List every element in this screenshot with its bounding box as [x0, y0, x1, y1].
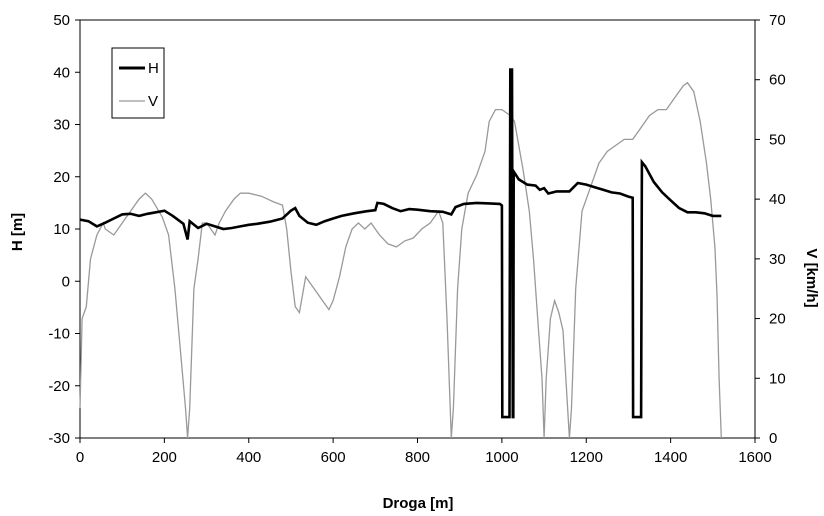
y-right-tick-label: 70: [769, 12, 786, 29]
series-line-v: [79, 81, 722, 439]
x-axis-ticks: 0 200 400 600 800 1000 1200 1400 1600: [76, 438, 772, 466]
y-right-tick-label: 20: [769, 311, 786, 328]
y-right-tick-label: 30: [769, 251, 786, 268]
x-tick-label: 600: [321, 449, 346, 466]
x-tick-label: 1600: [738, 449, 771, 466]
series-layer: [79, 68, 722, 439]
y-left-tick-label: -20: [48, 378, 70, 395]
series-line-h: [79, 68, 722, 419]
legend-box: [111, 47, 165, 119]
x-axis-title: Droga [m]: [383, 495, 454, 512]
y-left-tick-label: 10: [53, 221, 70, 238]
left-axis-ticks: -30 -20 -10 0 10 20 30 40 50: [48, 12, 80, 447]
y-right-axis-title: V [km/h]: [803, 248, 820, 307]
plot-frame: [79, 19, 756, 439]
plot-area-border: [79, 19, 756, 439]
y-left-tick-label: 50: [53, 12, 70, 29]
x-tick-label: 1200: [570, 449, 603, 466]
y-right-tick-label: 0: [769, 430, 777, 447]
x-tick-label: 0: [76, 449, 84, 466]
x-tick-label: 1000: [485, 449, 518, 466]
y-right-tick-label: 60: [769, 72, 786, 89]
y-left-tick-label: -10: [48, 326, 70, 343]
y-left-tick-label: 0: [62, 273, 70, 290]
legend-label-h: H: [148, 60, 159, 77]
x-tick-label: 800: [405, 449, 430, 466]
y-right-tick-label: 40: [769, 191, 786, 208]
y-left-axis-title: H [m]: [9, 213, 26, 251]
y-right-tick-label: 50: [769, 131, 786, 148]
legend: H V: [111, 47, 165, 119]
right-axis-ticks: 0 10 20 30 40 50 60 70: [755, 12, 786, 447]
y-right-tick-label: 10: [769, 370, 786, 387]
y-left-tick-label: 40: [53, 64, 70, 81]
y-left-tick-label: 30: [53, 117, 70, 134]
x-tick-label: 400: [236, 449, 261, 466]
legend-label-v: V: [148, 93, 158, 110]
x-tick-label: 200: [152, 449, 177, 466]
y-left-tick-label: -30: [48, 430, 70, 447]
y-left-tick-label: 20: [53, 169, 70, 186]
x-tick-label: 1400: [654, 449, 687, 466]
